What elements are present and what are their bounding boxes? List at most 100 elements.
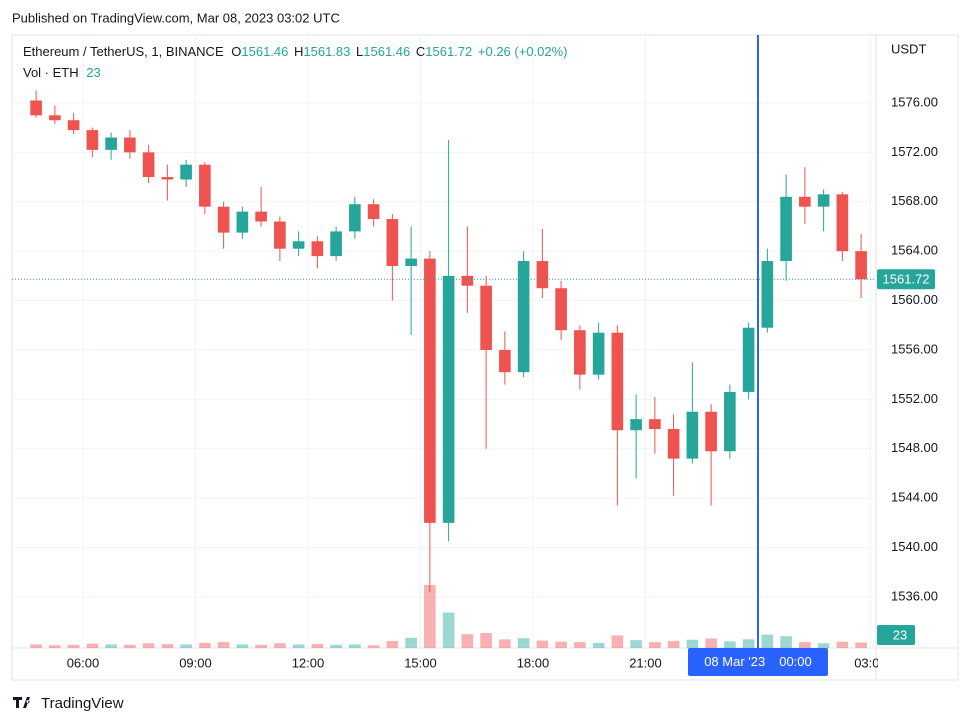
ohlc-value: 1561.83 [303, 44, 350, 59]
y-tick-label: 1540.00 [891, 539, 938, 554]
candle-body [705, 411, 717, 452]
volume-bar [799, 642, 811, 648]
x-tick-label: 03:00 [854, 655, 887, 670]
candle-body [649, 419, 661, 430]
candle-body [67, 120, 80, 131]
candle-body [499, 349, 511, 373]
ohlc-key: H [294, 44, 303, 59]
brand: TradingView [13, 695, 124, 712]
volume-bar [236, 644, 249, 648]
ohlc-key: C [416, 44, 425, 59]
volume-last-box [877, 625, 915, 645]
volume-bar [649, 642, 661, 648]
y-tick-label: 1560.00 [891, 292, 938, 307]
volume-bar [592, 642, 605, 648]
last-price-label: 1561.72 [883, 272, 930, 287]
y-tick-label: 1576.00 [891, 94, 938, 109]
candle-body [180, 164, 192, 180]
candle-body [236, 211, 249, 233]
candle-body [292, 241, 305, 249]
candle-body [199, 164, 211, 207]
candle-body [311, 241, 324, 257]
ohlc-key: O [231, 44, 241, 59]
candle-body [424, 258, 436, 523]
volume-bar [30, 644, 42, 648]
candle-body [367, 204, 380, 220]
legend-line: Ethereum / TetherUS, 1, BINANCE O1561.46… [23, 44, 568, 59]
candle-body [105, 137, 117, 150]
chart-frame [11, 34, 959, 681]
last-price-box [877, 269, 935, 290]
x-tick-label: 18:00 [517, 655, 550, 670]
candle-body [255, 211, 267, 222]
candle-body [855, 251, 867, 280]
crosshair-box [687, 648, 828, 676]
volume-bar [630, 640, 642, 648]
candle-body [330, 231, 342, 257]
volume-bar [536, 640, 549, 648]
candle-body [667, 429, 680, 459]
volume-bar [199, 642, 211, 648]
candle-body [780, 196, 792, 262]
candle-body [799, 196, 811, 207]
y-tick-label: 1572.00 [891, 144, 938, 159]
volume-bar [611, 635, 624, 648]
volume-bar [124, 644, 136, 648]
x-tick-label: 09:00 [179, 655, 212, 670]
volume-bar [386, 640, 399, 648]
crosshair-time: 00:00 [779, 654, 812, 669]
volume-value: 23 [86, 65, 100, 80]
volume-bar [86, 643, 99, 648]
brand-name: TradingView [41, 695, 124, 712]
volume-bar [349, 644, 361, 648]
y-tick-label: 1568.00 [891, 193, 938, 208]
candle-body [30, 100, 42, 116]
volume-bar [405, 637, 417, 648]
y-tick-label: 1556.00 [891, 341, 938, 356]
y-tick-label: 1544.00 [891, 490, 938, 505]
volume-bar [161, 644, 174, 648]
volume-bar [686, 639, 699, 648]
volume-bar [424, 585, 436, 648]
volume-bar [67, 644, 80, 648]
x-tick-label: 12:00 [292, 655, 325, 670]
candle-body [461, 275, 474, 286]
crosshair-date: 08 Mar '23 [704, 654, 765, 669]
ohlc-value: 1561.46 [363, 44, 410, 59]
candle-body [386, 219, 399, 266]
volume-bar [817, 643, 830, 648]
volume-bar [142, 643, 155, 648]
published-note: Published on TradingView.com, Mar 08, 20… [12, 10, 340, 25]
change: +0.26 (+0.02%) [478, 44, 568, 59]
volume-title: Vol · ETH [23, 65, 79, 80]
ohlc-value: 1561.46 [241, 44, 288, 59]
volume-bar [555, 641, 567, 648]
candle-body [817, 194, 830, 207]
y-tick-label: 1548.00 [891, 440, 938, 455]
volume-bar [105, 644, 117, 648]
volume-bar [461, 634, 474, 648]
candle-body [574, 330, 586, 375]
volume-bar [836, 641, 849, 648]
candle-body [836, 194, 849, 252]
ohlc-value: 1561.72 [425, 44, 472, 59]
y-tick-label: 1564.00 [891, 243, 938, 258]
volume-bar [667, 640, 680, 648]
candle-body [592, 332, 605, 375]
candle-body [274, 221, 286, 249]
x-tick-label: 21:00 [629, 655, 662, 670]
candle-body [761, 261, 774, 328]
x-tick-label: 15:00 [404, 655, 437, 670]
candle-body [161, 177, 174, 180]
volume-bar [367, 645, 380, 648]
candle-body [555, 288, 567, 331]
volume-bar [517, 638, 530, 648]
volume-bar [255, 644, 267, 648]
candle-body [405, 258, 417, 266]
volume-bar [442, 612, 455, 648]
candle-body [536, 261, 549, 289]
volume-bar [724, 641, 736, 648]
volume-bar [855, 642, 867, 648]
